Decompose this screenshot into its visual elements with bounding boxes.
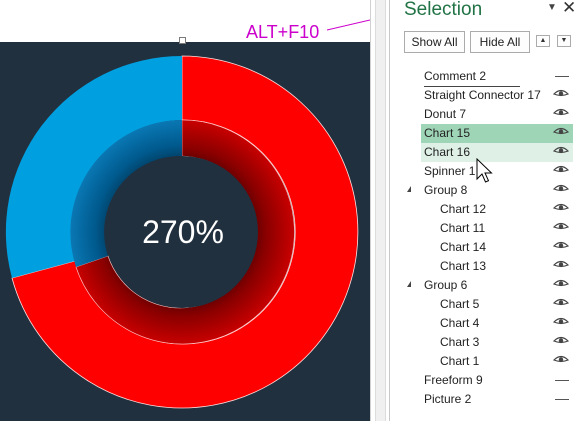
visibility-dash-icon[interactable] [555, 76, 569, 77]
eye-icon[interactable] [553, 354, 569, 366]
shortcut-annotation: ALT+F10 [246, 22, 320, 42]
selection-list-item[interactable]: Chart 4 [421, 314, 573, 333]
eye-icon[interactable] [553, 221, 569, 233]
selection-list-item[interactable]: Chart 11 [421, 219, 573, 238]
item-label: Chart 5 [440, 297, 480, 311]
eye-icon[interactable] [553, 164, 569, 176]
pane-divider[interactable] [389, 0, 390, 421]
bring-forward-button[interactable]: ▲ [536, 35, 550, 47]
visibility-dash-icon[interactable] [555, 399, 569, 400]
donut-chart[interactable] [0, 42, 370, 421]
item-label: Donut 7 [424, 107, 467, 121]
eye-icon[interactable] [553, 88, 569, 100]
show-all-button[interactable]: Show All [404, 31, 465, 53]
eye-icon[interactable] [553, 145, 569, 157]
selection-list-item[interactable]: Freeform 9 [421, 371, 573, 390]
expand-triangle-icon[interactable] [407, 186, 411, 192]
eye-icon[interactable] [553, 202, 569, 214]
outer-ring-red-segment[interactable] [11, 55, 359, 409]
pane-title: Selection [404, 0, 483, 20]
item-label: Group 8 [424, 183, 468, 197]
selection-list-item[interactable]: Chart 12 [421, 200, 573, 219]
selection-list-item[interactable]: Chart 16 [421, 143, 573, 162]
item-label: Spinner 1 [424, 164, 476, 178]
item-label: Chart 11 [440, 221, 486, 235]
send-backward-button[interactable]: ▼ [557, 35, 571, 47]
canvas-border [370, 0, 371, 421]
eye-icon[interactable] [553, 316, 569, 328]
item-label: Chart 16 [424, 145, 471, 159]
visibility-dash-icon[interactable] [555, 380, 569, 381]
mouse-cursor-icon [476, 158, 493, 183]
item-label: Chart 15 [424, 126, 471, 140]
item-label: Chart 1 [440, 354, 480, 368]
center-value-label: 270% [142, 214, 224, 250]
item-label: Chart 3 [440, 335, 480, 349]
donut-hole [106, 156, 258, 308]
annotation-leader-line [326, 19, 370, 31]
selection-pane: Selection ▼ ✕ Show All Hide All ▲ ▼ Comm… [390, 0, 575, 421]
selection-list-item[interactable]: Chart 14 [421, 238, 573, 257]
rename-underline [424, 86, 520, 87]
vertical-scrollbar[interactable] [375, 0, 386, 421]
item-label: Freeform 9 [424, 373, 483, 387]
inner-ring-blue-segment[interactable] [70, 120, 182, 267]
expand-triangle-icon[interactable] [407, 281, 411, 287]
item-label: Picture 2 [424, 392, 472, 406]
item-label: Straight Connector 17 [424, 88, 541, 102]
eye-icon[interactable] [553, 240, 569, 252]
slide-canvas[interactable]: ALT+F10 270% [0, 0, 370, 421]
selection-list-item[interactable]: Chart 5 [421, 295, 573, 314]
selection-list-item[interactable]: Straight Connector 17 [421, 86, 573, 105]
eye-icon[interactable] [553, 297, 569, 309]
item-label: Chart 14 [440, 240, 487, 254]
outer-ring-blue-segment[interactable] [5, 55, 182, 278]
selection-list-item[interactable]: Donut 7 [421, 105, 573, 124]
selection-list-item[interactable]: Chart 15 [421, 124, 573, 143]
selection-list-item[interactable]: Chart 13 [421, 257, 573, 276]
eye-icon[interactable] [553, 335, 569, 347]
selection-list-item[interactable]: Group 6 [407, 276, 573, 295]
eye-icon[interactable] [553, 259, 569, 271]
item-label: Chart 4 [440, 316, 480, 330]
eye-icon[interactable] [553, 278, 569, 290]
item-label: Group 6 [424, 278, 468, 292]
resize-handle[interactable] [179, 37, 186, 44]
selection-list-item[interactable]: Spinner 1 [421, 162, 573, 181]
close-icon[interactable]: ✕ [562, 0, 575, 17]
item-label: Chart 13 [440, 259, 487, 273]
selection-list-item[interactable]: Picture 2 [421, 390, 573, 409]
item-label: Comment 2 [424, 69, 487, 83]
eye-icon[interactable] [553, 183, 569, 195]
selection-list-item[interactable]: Group 8 [407, 181, 573, 200]
hide-all-button[interactable]: Hide All [470, 31, 530, 53]
item-label: Chart 12 [440, 202, 487, 216]
eye-icon[interactable] [553, 107, 569, 119]
selection-list-item[interactable]: Chart 3 [421, 333, 573, 352]
selection-list-item[interactable]: Comment 2 [421, 67, 573, 86]
eye-icon[interactable] [553, 126, 569, 138]
dropdown-triangle-icon[interactable]: ▼ [547, 2, 557, 13]
selection-list-item[interactable]: Chart 1 [421, 352, 573, 371]
